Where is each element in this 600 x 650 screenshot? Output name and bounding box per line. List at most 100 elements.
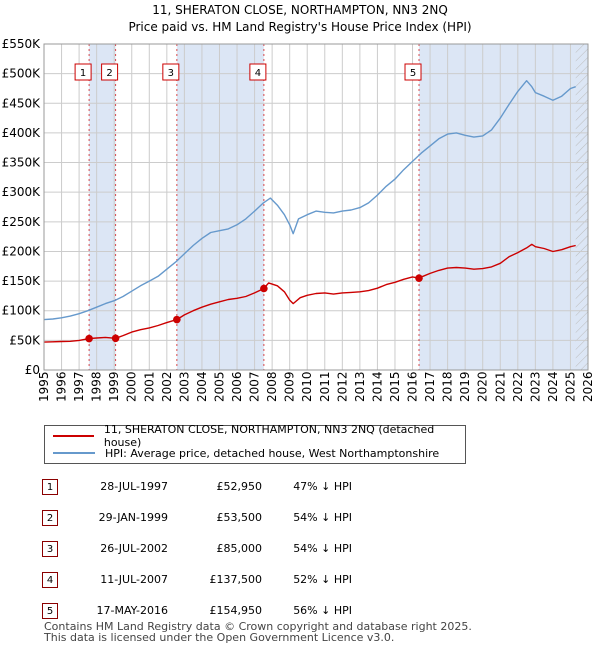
- sale-date: 26-JUL-2002: [100, 542, 168, 555]
- sale-point: [85, 334, 93, 343]
- sale-number-box: [249, 63, 267, 81]
- sale-date: 17-MAY-2016: [96, 604, 168, 617]
- sale-hpi-diff: 54% ↓ HPI: [293, 542, 352, 555]
- footer: Contains HM Land Registry data © Crown c…: [44, 621, 472, 643]
- legend: 11, SHERATON CLOSE, NORTHAMPTON, NN3 2NQ…: [44, 423, 466, 464]
- legend-swatch-hpi: [53, 452, 95, 454]
- y-tick-label: £400K: [2, 126, 42, 140]
- sale-number-badge: 2: [42, 509, 58, 526]
- x-tick-label: 2025: [563, 371, 577, 402]
- y-tick-label: £50K: [9, 333, 41, 347]
- y-tick-label: £300K: [2, 185, 42, 199]
- sale-hpi-diff: 52% ↓ HPI: [293, 573, 352, 586]
- x-tick-label: 2021: [493, 371, 507, 402]
- x-tick-label: 2011: [318, 371, 332, 402]
- x-tick-label: 2001: [142, 371, 156, 402]
- legend-item-property: 11, SHERATON CLOSE, NORTHAMPTON, NN3 2NQ…: [53, 423, 465, 449]
- x-tick-label: 2013: [353, 371, 367, 402]
- sale-hpi-diff: 54% ↓ HPI: [293, 511, 352, 524]
- x-tick-label: 2004: [195, 371, 209, 402]
- sale-hpi-diff: 47% ↓ HPI: [293, 480, 352, 493]
- legend-item-hpi: HPI: Average price, detached house, West…: [53, 445, 439, 461]
- ownership-shade: [89, 44, 116, 370]
- property-series-line: [44, 243, 576, 343]
- table-row: 5 17-MAY-2016 £154,950 56% ↓ HPI: [42, 595, 352, 626]
- y-tick-label: £200K: [2, 244, 42, 258]
- plot-frame: [43, 43, 589, 371]
- sale-number-label: 4: [255, 68, 261, 79]
- price-chart: 1 2 3 4 5 £0 £50K £100K £150K £200K £250K £300K £350…: [2, 37, 595, 402]
- x-tick-label: 2026: [581, 371, 595, 402]
- sales-table: 1 28-JUL-1997 £52,950 47% ↓ HPI 2 29-JAN-1999…: [42, 471, 352, 626]
- x-tick-label: 2019: [458, 371, 472, 402]
- x-tick-label: 2024: [546, 371, 560, 402]
- sale-price: £52,950: [216, 480, 263, 493]
- sale-price: £154,950: [209, 604, 263, 617]
- sale-date: 29-JAN-1999: [98, 511, 168, 524]
- x-tick-label: 1995: [37, 371, 51, 402]
- footer-licence: This data is licensed under the Open Gov…: [44, 631, 395, 644]
- sale-number-box: [404, 63, 422, 81]
- ownership-shade: [419, 44, 588, 370]
- sale-number-box: [162, 63, 180, 81]
- sale-number-label: 1: [80, 68, 86, 79]
- y-tick-label: £500K: [2, 67, 42, 81]
- x-tick-label: 2015: [388, 371, 402, 402]
- x-tick-label: 2003: [177, 371, 191, 402]
- legend-swatch-property: [53, 435, 94, 437]
- x-tick-label: 2005: [212, 371, 226, 402]
- table-row: 2 29-JAN-1999 £53,500 54% ↓ HPI: [42, 502, 352, 533]
- legend-label-property: 11, SHERATON CLOSE, NORTHAMPTON, NN3 2NQ…: [103, 423, 435, 449]
- sale-number-badge: 4: [42, 571, 58, 588]
- sale-number-badge: 1: [42, 478, 58, 495]
- x-tick-label: 2006: [230, 371, 244, 402]
- sale-price: £85,000: [216, 542, 263, 555]
- sale-point: [111, 334, 120, 343]
- x-tick-label: 2002: [160, 371, 174, 402]
- x-tick-label: 1996: [55, 371, 69, 402]
- sale-number-label: 5: [410, 68, 416, 79]
- y-tick-label: £350K: [2, 156, 42, 170]
- x-tick-label: 2022: [511, 371, 525, 402]
- x-tick-label: 1999: [107, 371, 121, 402]
- x-tick-label: 2008: [265, 371, 279, 402]
- y-tick-label: £150K: [2, 274, 42, 288]
- y-tick-label: £550K: [2, 37, 42, 51]
- y-tick-label: £450K: [2, 96, 42, 110]
- y-tick-label: £100K: [2, 304, 42, 318]
- sale-hpi-diff: 56% ↓ HPI: [293, 604, 352, 617]
- x-tick-label: 1997: [72, 371, 86, 402]
- sale-price: £137,500: [209, 573, 263, 586]
- sale-number-badge: 3: [42, 540, 58, 557]
- x-tick-label: 2017: [423, 371, 437, 402]
- sale-date: 11-JUL-2007: [100, 573, 168, 586]
- x-tick-label: 2016: [406, 371, 420, 402]
- x-tick-label: 2010: [300, 371, 314, 402]
- legend-label-hpi: HPI: Average price, detached house, West…: [105, 446, 440, 460]
- sale-point: [415, 274, 423, 282]
- table-row: 4 11-JUL-2007 £137,500 52% ↓ HPI: [42, 564, 352, 595]
- sale-point: [260, 284, 268, 293]
- sale-number-badge: 5: [42, 602, 58, 619]
- footer-copyright: Contains HM Land Registry data © Crown c…: [44, 620, 472, 633]
- x-tick-label: 2014: [370, 371, 384, 402]
- table-row: 1 28-JUL-1997 £52,950 47% ↓ HPI: [42, 471, 352, 502]
- chart-title: 11, SHERATON CLOSE, NORTHAMPTON, NN3 2NQ: [152, 3, 448, 17]
- x-tick-label: 2009: [283, 371, 297, 402]
- chart-subtitle: Price paid vs. HM Land Registry's House …: [128, 20, 472, 34]
- sale-number-label: 3: [168, 68, 174, 79]
- x-tick-label: 2023: [528, 371, 542, 402]
- x-tick-label: 2007: [248, 371, 262, 402]
- hpi-series-line: [44, 79, 576, 321]
- ownership-shade: [176, 44, 264, 370]
- sale-point: [173, 315, 181, 324]
- x-tick-label: 2000: [125, 371, 139, 402]
- table-row: 3 26-JUL-2002 £85,000 54% ↓ HPI: [42, 533, 352, 564]
- sale-number-box: [101, 63, 119, 81]
- forecast-hatch: [575, 44, 588, 370]
- sale-number-box: [74, 63, 92, 81]
- sale-price: £53,500: [216, 511, 263, 524]
- x-tick-label: 1998: [90, 371, 104, 402]
- sale-number-label: 2: [106, 68, 112, 79]
- series-group: [44, 79, 576, 343]
